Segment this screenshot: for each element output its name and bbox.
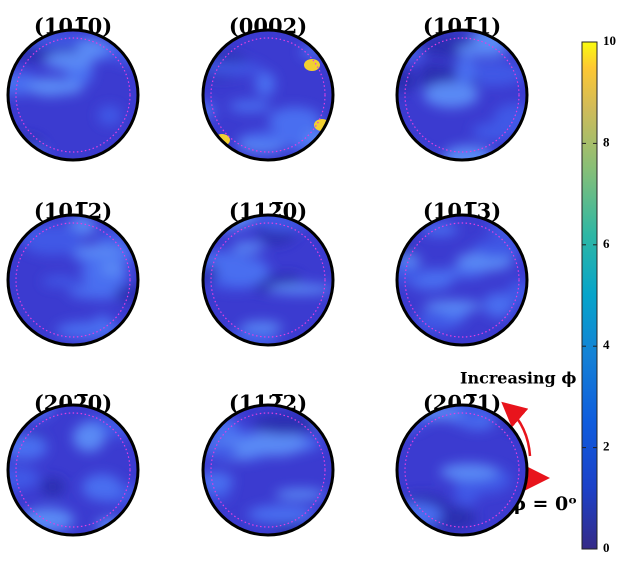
pole-figure: [8, 215, 138, 345]
texture-blob: [397, 48, 424, 60]
outline: [395, 213, 529, 347]
texture-blob: [82, 473, 122, 501]
dotted-ring: [210, 37, 326, 153]
texture-blob: [397, 68, 417, 93]
texture-blob: [8, 405, 24, 416]
outline: [201, 213, 335, 347]
texture-blob: [437, 267, 486, 278]
colorbar-tick-label: 0: [603, 540, 610, 555]
texture-blob: [397, 501, 443, 528]
texture-blob: [77, 38, 109, 58]
texture-blob: [8, 466, 40, 491]
texture-blob: [506, 280, 527, 305]
colorbar-tick-label: 4: [603, 337, 610, 352]
outline: [201, 403, 335, 537]
increasing-arrow: [501, 401, 532, 457]
pole-figure: [397, 30, 527, 160]
texture-blob: [206, 444, 239, 460]
texture-blob: [454, 480, 480, 506]
texture-blob: [100, 261, 125, 276]
texture-blob: [228, 100, 271, 113]
texture-blob: [439, 463, 499, 481]
texture-blob: [275, 488, 326, 500]
texture: [16, 216, 138, 340]
texture-blob: [254, 71, 276, 97]
outline: [395, 403, 529, 537]
colorbar-tick-label: 10: [603, 33, 616, 48]
texture-blob: [267, 283, 333, 295]
colorbar-tick-label: 2: [603, 439, 610, 454]
texture-blob: [276, 273, 302, 284]
dotted-ring: [210, 222, 326, 338]
texture-blob: [472, 122, 518, 142]
texture-blob: [252, 413, 318, 435]
dotted-ring: [15, 37, 131, 153]
texture-blob: [423, 300, 482, 312]
dotted-ring: [15, 412, 131, 528]
outline: [6, 213, 140, 347]
texture-blob: [473, 238, 524, 258]
texture-blob: [114, 285, 138, 303]
texture-blob: [49, 79, 84, 95]
texture-blob: [483, 292, 514, 318]
texture-blob: [41, 276, 79, 287]
texture-blob: [231, 241, 264, 253]
texture-blob: [72, 422, 105, 452]
texture-blob: [40, 477, 66, 497]
texture-blob: [215, 256, 270, 286]
texture-blob: [205, 416, 240, 437]
dotted-ring: [15, 222, 131, 338]
texture-blob: [455, 43, 510, 57]
texture-blob: [240, 321, 283, 334]
texture-blob: [247, 505, 316, 524]
texture-blob: [421, 223, 458, 236]
texture-blob: [455, 56, 477, 86]
dotted-ring: [404, 222, 520, 338]
colorbar-tick-label: 6: [603, 236, 610, 251]
pole-figure: [203, 405, 333, 535]
texture-blob: [423, 81, 479, 108]
texture-blob: [268, 107, 322, 135]
dotted-ring: [404, 37, 520, 153]
background: [8, 30, 138, 160]
texture-blob: [241, 131, 304, 145]
pole-figure: [8, 405, 138, 535]
outline: [6, 28, 140, 162]
texture-blob: [203, 62, 263, 75]
texture-blob: [245, 430, 307, 456]
annotation: ϕ = 0ᵒ: [508, 493, 577, 515]
texture-blob: [75, 244, 125, 258]
pole-figure: [203, 30, 333, 160]
texture-blob: [44, 51, 95, 70]
colorbar-tick-label: 8: [603, 134, 610, 149]
texture-blob: [8, 72, 42, 96]
outline: [395, 28, 529, 162]
texture-blob: [397, 254, 421, 268]
texture-blob: [97, 105, 122, 126]
pole-figure: [397, 215, 527, 345]
colorbar: [581, 41, 598, 550]
pole-figure: [397, 405, 527, 535]
hot-spot: [304, 59, 320, 71]
texture-blob: [8, 405, 26, 419]
outline: [201, 28, 335, 162]
annotation: Increasing ϕ: [460, 369, 576, 388]
texture-blob: [397, 238, 412, 256]
dotted-ring: [404, 412, 520, 528]
dotted-ring: [210, 412, 326, 528]
outline: [6, 403, 140, 537]
